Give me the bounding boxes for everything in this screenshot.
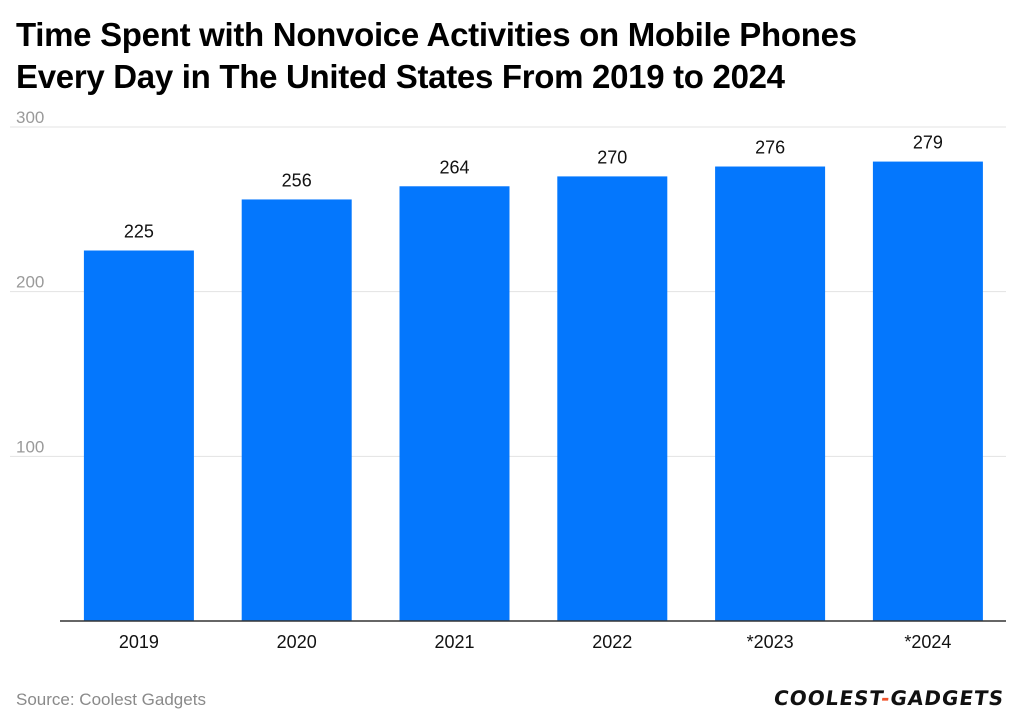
y-tick-label: 300 [16, 108, 44, 127]
bar-2023 [715, 166, 826, 621]
data-label: 279 [913, 133, 943, 153]
data-labels: 225 256 264 270 276 279 [124, 133, 943, 242]
data-label: 270 [597, 147, 627, 167]
x-tick-label: *2024 [904, 632, 951, 652]
data-label: 264 [439, 157, 469, 177]
y-tick-label: 100 [16, 437, 44, 456]
bars [83, 161, 983, 621]
brand-logo: COOLEST-GADGETS [772, 686, 1006, 710]
chart-title-line-1: Time Spent with Nonvoice Activities on M… [16, 16, 857, 53]
bar-2021 [399, 186, 510, 621]
bar-2024 [872, 161, 983, 621]
data-label: 256 [282, 170, 312, 190]
x-tick-label: 2019 [119, 632, 159, 652]
source-note: Source: Coolest Gadgets [16, 690, 206, 709]
chart-title-line-2: Every Day in The United States From 2019… [16, 58, 785, 95]
bar-2020 [241, 199, 352, 621]
chart-title: Time Spent with Nonvoice Activities on M… [16, 14, 1006, 98]
x-tick-label: 2020 [277, 632, 317, 652]
x-axis: 2019 2020 2021 2022 *2023 *2024 [60, 620, 1006, 652]
x-tick-label: 2022 [592, 632, 632, 652]
y-tick-label: 200 [16, 273, 44, 292]
bar-2022 [557, 176, 668, 621]
x-tick-label: 2021 [434, 632, 474, 652]
data-label: 276 [755, 138, 785, 158]
x-tick-label: *2023 [747, 632, 794, 652]
bar-2019 [83, 250, 194, 621]
brand-logo-right: GADGETS [888, 686, 1006, 710]
brand-logo-left: COOLEST [772, 686, 883, 710]
data-label: 225 [124, 222, 154, 242]
